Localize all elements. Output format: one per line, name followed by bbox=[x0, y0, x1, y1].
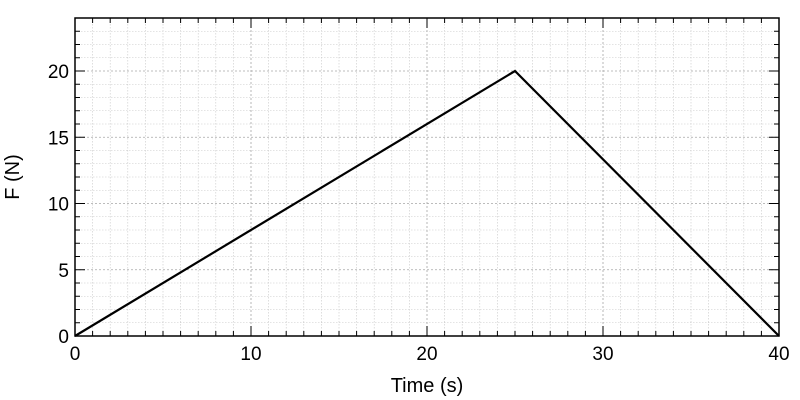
x-tick-label: 10 bbox=[240, 344, 261, 365]
x-tick-label: 40 bbox=[768, 344, 789, 365]
x-tick-labels: 0 10 20 30 40 bbox=[70, 344, 790, 365]
x-tick-label: 30 bbox=[592, 344, 613, 365]
y-tick-labels: 0 5 10 15 20 bbox=[48, 62, 69, 348]
plot-frame bbox=[74, 17, 780, 337]
series-layer bbox=[74, 69, 780, 337]
x-tick-label: 20 bbox=[416, 344, 437, 365]
y-tick-label: 20 bbox=[48, 62, 69, 83]
y-tick-label: 5 bbox=[58, 261, 69, 282]
y-tick-label: 0 bbox=[58, 327, 69, 348]
y-tick-label: 15 bbox=[48, 128, 69, 149]
y-tick-label: 10 bbox=[48, 195, 69, 216]
minor-gridlines bbox=[75, 17, 779, 336]
x-tick-label: 0 bbox=[70, 344, 81, 365]
series-line bbox=[74, 69, 780, 337]
axis-ticks bbox=[74, 17, 780, 337]
x-axis-label: Time (s) bbox=[391, 375, 464, 397]
y-axis-label: F (N) bbox=[2, 154, 24, 200]
